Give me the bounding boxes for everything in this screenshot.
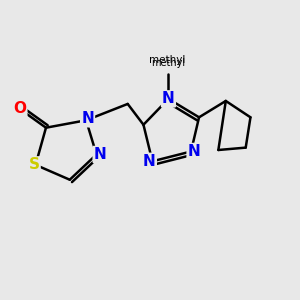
Text: methyl: methyl bbox=[149, 55, 185, 65]
Text: N: N bbox=[188, 144, 200, 159]
Text: methyl: methyl bbox=[152, 58, 185, 68]
Text: N: N bbox=[81, 111, 94, 126]
Text: S: S bbox=[28, 158, 40, 172]
Text: N: N bbox=[162, 92, 175, 106]
Text: N: N bbox=[94, 147, 106, 162]
Text: N: N bbox=[143, 154, 156, 169]
Text: O: O bbox=[13, 101, 26, 116]
